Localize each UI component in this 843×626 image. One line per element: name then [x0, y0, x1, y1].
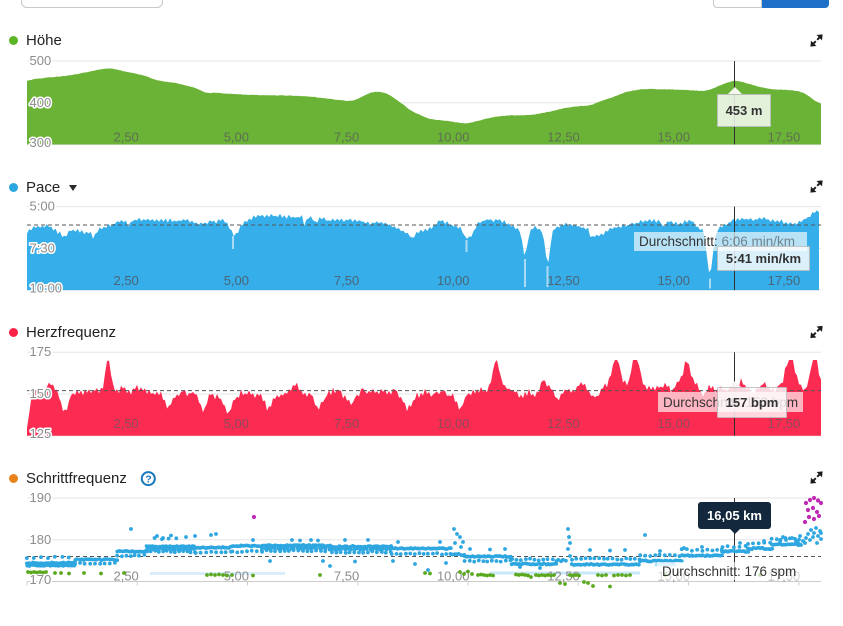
svg-text:170: 170	[30, 572, 52, 587]
svg-text:10,00: 10,00	[437, 568, 470, 583]
svg-text:12,50: 12,50	[547, 416, 580, 431]
svg-text:400: 400	[30, 95, 52, 110]
svg-text:17,50: 17,50	[768, 416, 801, 431]
svg-text:5:00: 5:00	[30, 199, 55, 214]
svg-text:2,50: 2,50	[113, 130, 138, 145]
svg-text:7,50: 7,50	[334, 273, 359, 288]
svg-text:7:30: 7:30	[30, 240, 55, 255]
svg-text:5,00: 5,00	[224, 273, 249, 288]
svg-text:7,50: 7,50	[334, 130, 359, 145]
svg-text:7,50: 7,50	[334, 416, 359, 431]
svg-text:2,50: 2,50	[113, 568, 138, 583]
svg-text:125: 125	[30, 426, 52, 441]
svg-text:12,50: 12,50	[547, 273, 580, 288]
svg-text:5,00: 5,00	[224, 130, 249, 145]
svg-text:5,00: 5,00	[224, 416, 249, 431]
svg-text:10,00: 10,00	[437, 130, 470, 145]
svg-text:150: 150	[30, 386, 52, 401]
svg-text:300: 300	[30, 135, 52, 150]
svg-text:12,50: 12,50	[547, 568, 580, 583]
svg-text:15,00: 15,00	[657, 416, 690, 431]
svg-text:?: ?	[145, 474, 151, 486]
svg-text:180: 180	[30, 532, 52, 547]
svg-text:7,50: 7,50	[334, 568, 359, 583]
svg-text:17,50: 17,50	[768, 273, 801, 288]
svg-text:10,00: 10,00	[437, 416, 470, 431]
svg-text:5,00: 5,00	[224, 568, 249, 583]
svg-text:15,00: 15,00	[657, 130, 690, 145]
svg-text:17,50: 17,50	[768, 130, 801, 145]
svg-text:10,00: 10,00	[437, 273, 470, 288]
svg-text:500: 500	[30, 53, 52, 68]
svg-text:12,50: 12,50	[547, 130, 580, 145]
svg-text:2,50: 2,50	[113, 273, 138, 288]
svg-text:2,50: 2,50	[113, 416, 138, 431]
svg-text:15,00: 15,00	[657, 273, 690, 288]
svg-text:190: 190	[30, 490, 52, 505]
svg-text:175: 175	[30, 344, 52, 359]
svg-text:10:00: 10:00	[30, 281, 63, 296]
